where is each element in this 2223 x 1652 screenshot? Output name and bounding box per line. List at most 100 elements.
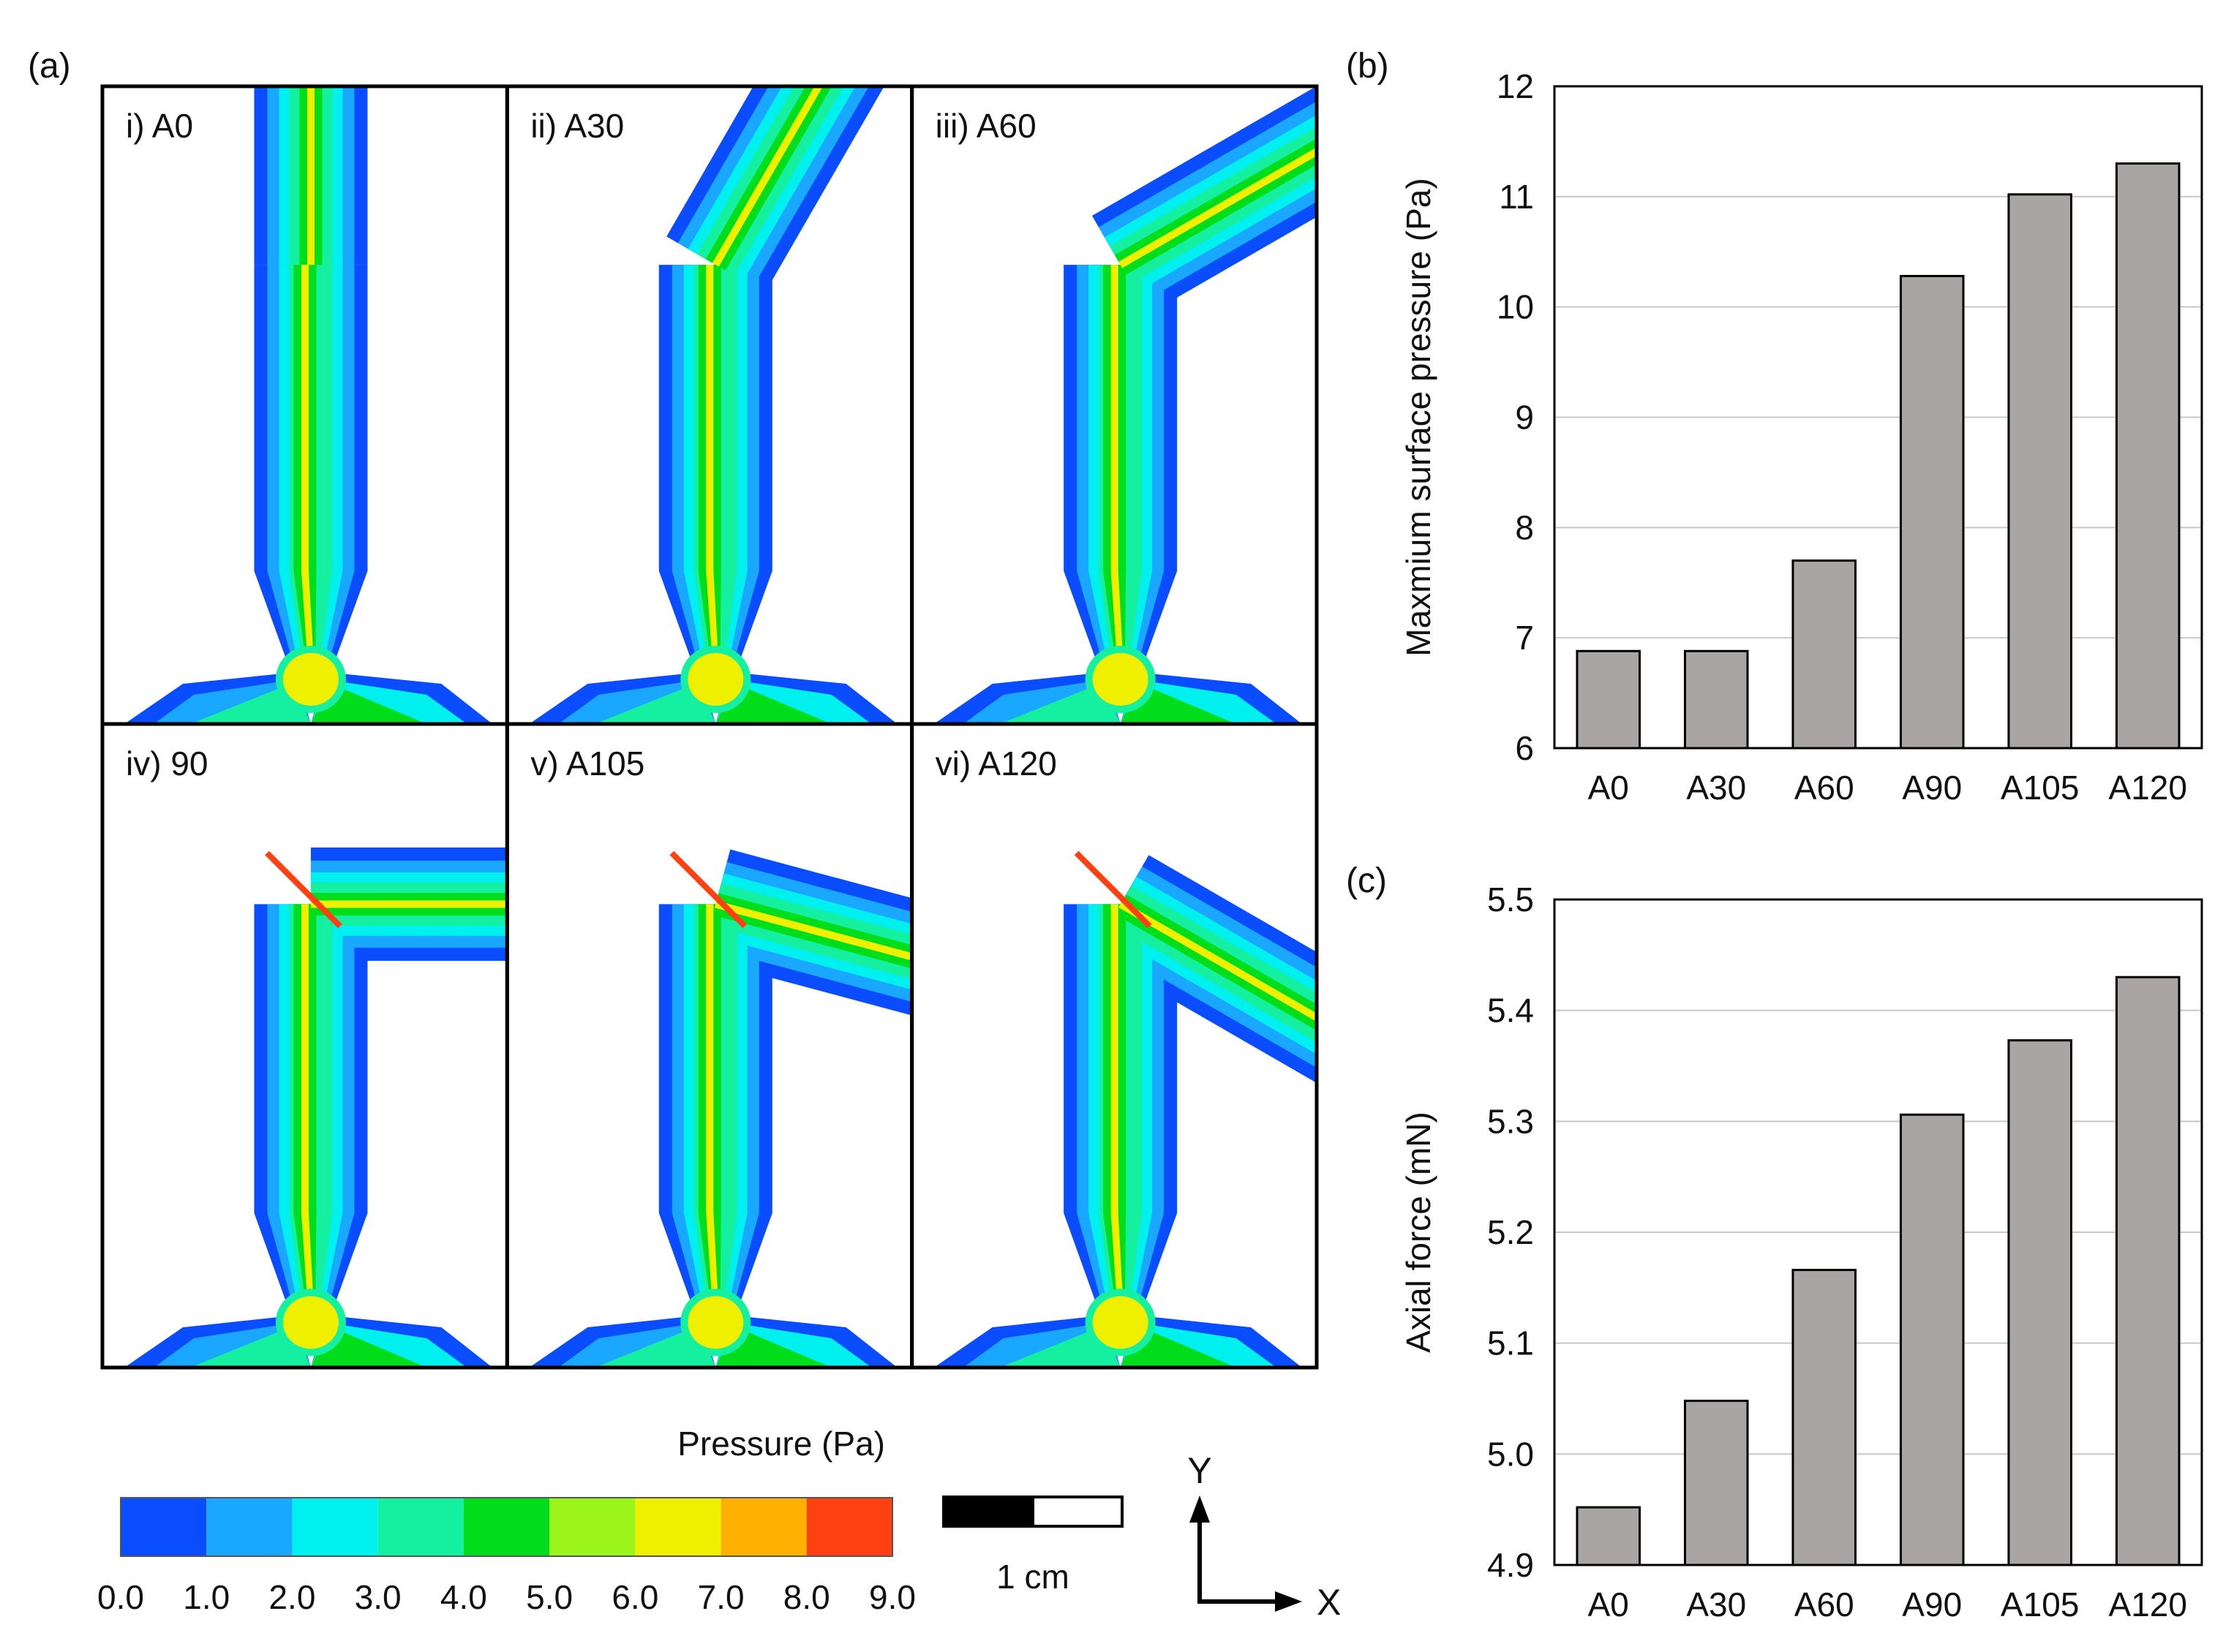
y-tick-label: 11 (1499, 178, 1534, 216)
bar (2007, 1039, 2073, 1566)
hub-inner (282, 1296, 339, 1349)
arm-shape (254, 847, 508, 1308)
propeller-blades (124, 1315, 493, 1368)
bar (1899, 1113, 1965, 1566)
x-tick-label: A90 (1902, 769, 1962, 807)
x-tick-label: A0 (1588, 1585, 1629, 1623)
high-pressure-ridge (265, 850, 342, 929)
colorbar-swatch (549, 1498, 636, 1556)
y-tick-label: 5.1 (1487, 1324, 1534, 1362)
contour-panel-label: iii) A60 (936, 107, 1037, 145)
hub-inner (282, 652, 339, 706)
contour-panel: ii) A30 (505, 84, 914, 726)
colorbar-swatches (120, 1497, 893, 1557)
x-tick-label: A90 (1902, 1585, 1962, 1623)
contour-panel-label: v) A105 (530, 744, 644, 782)
colorbar-tick-label: 6.0 (612, 1578, 658, 1616)
colorbar-tick-label: 3.0 (355, 1578, 402, 1616)
y-axis-arrow-head (1189, 1496, 1210, 1523)
scale-bar-white-segment (1031, 1496, 1124, 1528)
colorbar-swatch (463, 1498, 550, 1556)
arm-shape (254, 86, 368, 665)
arm-shape (1064, 86, 1317, 665)
colorbar-tick-label: 0.0 (97, 1578, 144, 1616)
arm-shape (658, 849, 912, 1308)
bar (2115, 976, 2181, 1566)
bar (1576, 1506, 1641, 1566)
y-axis-label: Axial force (mN) (1399, 1112, 1437, 1353)
y-tick-label: 9 (1515, 399, 1534, 437)
xy-axis-indicator: Y X (1187, 1450, 1341, 1623)
hub-inner (688, 652, 744, 706)
colorbar-swatch (206, 1498, 293, 1556)
contour-panel-label: ii) A30 (530, 107, 624, 145)
bar (1791, 559, 1857, 750)
bar (1683, 649, 1749, 750)
chart-panel-label: (b) (1346, 47, 1389, 86)
chart-b-max-surface-pressure: (b) 6 7 8 9 10 11 12 A0 A30 A60 A90 A105 A120 Maxmium … (1346, 47, 2203, 807)
hub-inner (1092, 652, 1148, 706)
x-tick-label: A30 (1686, 1585, 1746, 1623)
colorbar-tick-label: 1.0 (183, 1578, 230, 1616)
colorbar-tick-label: 8.0 (783, 1578, 830, 1616)
arm-shape (1064, 850, 1317, 1308)
x-tick-label: A0 (1588, 769, 1629, 807)
colorbar-tick-label: 9.0 (869, 1578, 916, 1616)
contour-panel: vi) A120 (910, 722, 1319, 1370)
colorbar-swatch (806, 1498, 892, 1556)
y-tick-label: 5.3 (1487, 1102, 1534, 1140)
x-tick-label: A120 (2109, 1585, 2187, 1623)
arm-shape (658, 86, 884, 665)
propeller-blades (529, 671, 898, 724)
contour-panel-label: i) A0 (126, 107, 193, 145)
x-tick-label: A105 (2001, 769, 2079, 807)
y-tick-label: 10 (1497, 288, 1534, 326)
contour-panel: iii) A60 (910, 84, 1319, 726)
axis-x-label: X (1317, 1582, 1341, 1623)
bar (1899, 274, 1965, 750)
colorbar-tick-labels: 0.0 1.0 2.0 3.0 4.0 5.0 6.0 7.0 8.0 9.0 (97, 1578, 916, 1616)
y-tick-label: 5.2 (1487, 1213, 1534, 1251)
propeller-blades (933, 671, 1302, 724)
panel-a-pressure-contours: (a) i) A0 ii) A30 iii) A60 iv) 90 v) A105 vi)… (28, 47, 1319, 1370)
bar (1791, 1269, 1857, 1566)
axis-y-label: Y (1187, 1450, 1211, 1491)
y-tick-label: 7 (1515, 619, 1534, 657)
y-tick-label: 12 (1497, 67, 1534, 105)
y-tick-label: 5.5 (1487, 880, 1534, 919)
contour-panel-label: vi) A120 (936, 744, 1057, 782)
bar (2007, 193, 2073, 750)
colorbar-swatch (292, 1498, 378, 1556)
bar (2115, 162, 2181, 750)
contour-panel-frame (910, 722, 1319, 1370)
contour-panel: iv) 90 (100, 722, 509, 1370)
colorbar-tick-label: 7.0 (698, 1578, 745, 1616)
x-tick-label: A30 (1686, 769, 1746, 807)
scale-bar-label: 1 cm (996, 1558, 1069, 1596)
contour-panel-grid: i) A0 ii) A30 iii) A60 iv) 90 v) A105 vi) A12… (100, 84, 1319, 1370)
plot-frame (1553, 85, 2203, 750)
colorbar-tick-label: 4.0 (440, 1578, 487, 1616)
bar (1683, 1400, 1749, 1566)
y-tick-label: 6 (1515, 729, 1534, 767)
colorbar-tick-label: 5.0 (526, 1578, 573, 1616)
high-pressure-ridge (669, 850, 748, 929)
chart-c-axial-force: (c) 4.9 5.0 5.1 5.2 5.3 5.4 5.5 A0 A30 A60 A90 A105 A… (1346, 861, 2203, 1623)
x-tick-label: A60 (1794, 1585, 1854, 1623)
colorbar-swatch (721, 1498, 807, 1556)
colorbar-frame (120, 1497, 893, 1557)
y-tick-label: 4.9 (1487, 1546, 1534, 1584)
colorbar-tick-label: 2.0 (268, 1578, 315, 1616)
y-tick-label: 5.0 (1487, 1435, 1534, 1473)
contour-panel: i) A0 (100, 84, 509, 726)
scale-bar: 1 cm (942, 1496, 1124, 1596)
chart-panel-label: (c) (1346, 861, 1387, 900)
x-tick-label: A120 (2109, 769, 2187, 807)
colorbar-title: Pressure (Pa) (677, 1425, 885, 1463)
colorbar-swatch (635, 1498, 721, 1556)
high-pressure-ridge (1074, 850, 1152, 929)
y-tick-label: 8 (1515, 508, 1534, 546)
hub-inner (1092, 1296, 1148, 1349)
x-axis-arrow-head (1275, 1591, 1302, 1612)
y-tick-label: 5.4 (1487, 992, 1534, 1030)
